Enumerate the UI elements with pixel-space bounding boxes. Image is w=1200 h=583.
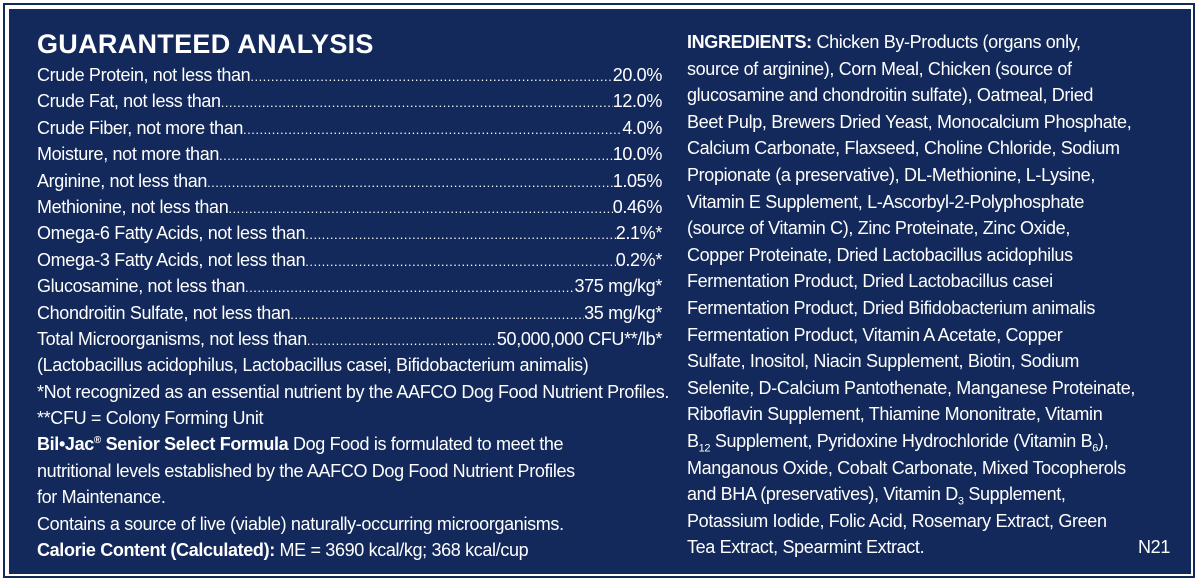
formula-statement-2: nutritional levels established by the AA… xyxy=(37,460,575,481)
nutrient-value: 4.0% xyxy=(622,117,662,138)
dot-leader xyxy=(207,168,613,194)
dot-leader xyxy=(305,247,615,273)
ingredients-line: Potassium Iodide, Folic Acid, Rosemary E… xyxy=(687,510,1107,531)
nutrient-value: 20.0% xyxy=(612,65,663,85)
ingredients-line: Fermentation Product, Dried Bifidobacter… xyxy=(687,297,1095,318)
ingredients-line: Sulfate, Inositol, Niacin Supplement, Bi… xyxy=(687,351,1080,372)
ingredients-line: glucosamine and chondroitin sulfate), Oa… xyxy=(687,85,1094,106)
ingredients-line: Fermentation Product, Vitamin A Acetate,… xyxy=(687,324,1063,345)
ingredients-line: Riboflavin Supplement, Thiamine Mononitr… xyxy=(687,404,1103,425)
microorganisms-list: (Lactobacillus acidophilus, Lactobacillu… xyxy=(37,355,589,376)
ingredients-first-line: INGREDIENTS: Chicken By-Products (organs… xyxy=(687,32,1081,52)
ingredients-line: Vitamin E Supplement, L-Ascorbyl-2-Polyp… xyxy=(687,191,1085,212)
ingredients-line: Beet Pulp, Brewers Dried Yeast, Monocalc… xyxy=(687,111,1132,132)
dot-leader xyxy=(245,273,574,299)
nutrient-label: Arginine, not less than xyxy=(37,170,208,191)
analysis-row: Crude Protein, not less than 20.0% xyxy=(37,62,662,88)
analysis-row: Omega-6 Fatty Acids, not less than 2.1%* xyxy=(37,220,662,246)
analysis-row: Arginine, not less than 1.05% xyxy=(37,168,662,194)
nutrient-value: 12.0% xyxy=(612,91,663,112)
footnote-cfu: **CFU = Colony Forming Unit xyxy=(37,408,264,429)
dot-leader xyxy=(221,88,613,114)
footnote-aafco: *Not recognized as an essential nutrient… xyxy=(37,381,669,402)
nutrient-label: Total Microorganisms, not less than xyxy=(37,328,307,349)
nutrient-label: Crude Fiber, not more than xyxy=(37,117,244,138)
nutrient-value: 50,000,000 CFU**/lb* xyxy=(496,328,662,349)
ingredients-line: Selenite, D-Calcium Pantothenate, Mangan… xyxy=(687,377,1136,398)
analysis-row: Glucosamine, not less than 375 mg/kg* xyxy=(37,273,662,299)
nutrient-value: 2.1%* xyxy=(615,223,663,244)
ingredients-line: Fermentation Product, Dried Lactobacillu… xyxy=(687,271,1053,292)
nutrient-value: 0.2%* xyxy=(615,249,663,270)
ingredients-line: (source of Vitamin C), Zinc Proteinate, … xyxy=(687,218,1070,239)
ingredients-line: Copper Proteinate, Dried Lactobacillus a… xyxy=(687,244,1073,265)
analysis-row: Moisture, not more than 10.0% xyxy=(37,141,662,167)
nutrient-value: 10.0% xyxy=(612,144,663,165)
nutrient-value: 0.46% xyxy=(612,196,663,217)
ingredients-line: B12 Supplement, Pyridoxine Hydrochloride… xyxy=(687,430,1109,455)
ingredients-last-line: Tea Extract, Spearmint Extract. N21 xyxy=(687,534,1170,561)
calorie-content: Calorie Content (Calculated): ME = 3690 … xyxy=(37,540,529,561)
nutrient-value: 1.05% xyxy=(612,170,663,191)
nutrient-label: Glucosamine, not less than xyxy=(37,276,246,297)
ingredients: INGREDIENTS: Chicken By-Products (organs… xyxy=(687,29,1170,561)
formula-statement: Bil•Jac® Senior Select Formula Dog Food … xyxy=(37,434,564,455)
ingredients-line: Propionate (a preservative), DL-Methioni… xyxy=(687,164,1095,185)
analysis-row: Chondroitin Sulfate, not less than 35 mg/… xyxy=(37,300,662,326)
nutrient-label: Crude Fat, not less than xyxy=(37,91,221,112)
analysis-row: Crude Fiber, not more than 4.0% xyxy=(37,115,662,141)
nutrient-value: 35 mg/kg* xyxy=(584,302,662,323)
analysis-title: GUARANTEED ANALYSIS xyxy=(37,29,374,59)
analysis-row: Crude Fat, not less than 12.0% xyxy=(37,88,662,114)
dot-leader xyxy=(290,300,584,326)
nutrient-label: Methionine, not less than xyxy=(37,196,229,217)
live-microorganisms-note: Contains a source of live (viable) natur… xyxy=(37,513,564,534)
analysis-row: Total Microorganisms, not less than 50,00… xyxy=(37,326,662,352)
dot-leader xyxy=(228,194,612,220)
analysis-row: Omega-3 Fatty Acids, not less than 0.2%* xyxy=(37,247,662,273)
product-code: N21 xyxy=(1138,537,1170,558)
analysis-row: Methionine, not less than 0.46% xyxy=(37,194,662,220)
nutrient-label: Moisture, not more than xyxy=(37,144,220,165)
ingredients-line: and BHA (preservatives), Vitamin D3 Supp… xyxy=(687,484,1066,508)
nutrient-value: 375 mg/kg* xyxy=(574,276,662,297)
dot-leader xyxy=(305,220,615,246)
ingredients-line: Manganous Oxide, Cobalt Carbonate, Mixed… xyxy=(687,457,1126,478)
dot-leader xyxy=(250,62,612,88)
dot-leader xyxy=(243,115,622,141)
label-border xyxy=(3,3,1195,578)
guaranteed-analysis: GUARANTEED ANALYSIS Crude Protein, not l… xyxy=(37,28,669,563)
ingredients-line: Calcium Carbonate, Flaxseed, Choline Chl… xyxy=(687,138,1120,159)
nutrient-label: Crude Protein, not less than xyxy=(37,65,251,85)
dot-leader xyxy=(219,141,613,167)
nutrient-label: Chondroitin Sulfate, not less than xyxy=(37,302,291,323)
nutrient-label: Omega-3 Fatty Acids, not less than xyxy=(37,249,306,270)
nutrient-label: Omega-6 Fatty Acids, not less than xyxy=(37,223,306,244)
dot-leader xyxy=(307,326,497,352)
formula-statement-3: for Maintenance. xyxy=(37,487,166,508)
ingredients-line: source of arginine), Corn Meal, Chicken … xyxy=(687,58,1072,79)
